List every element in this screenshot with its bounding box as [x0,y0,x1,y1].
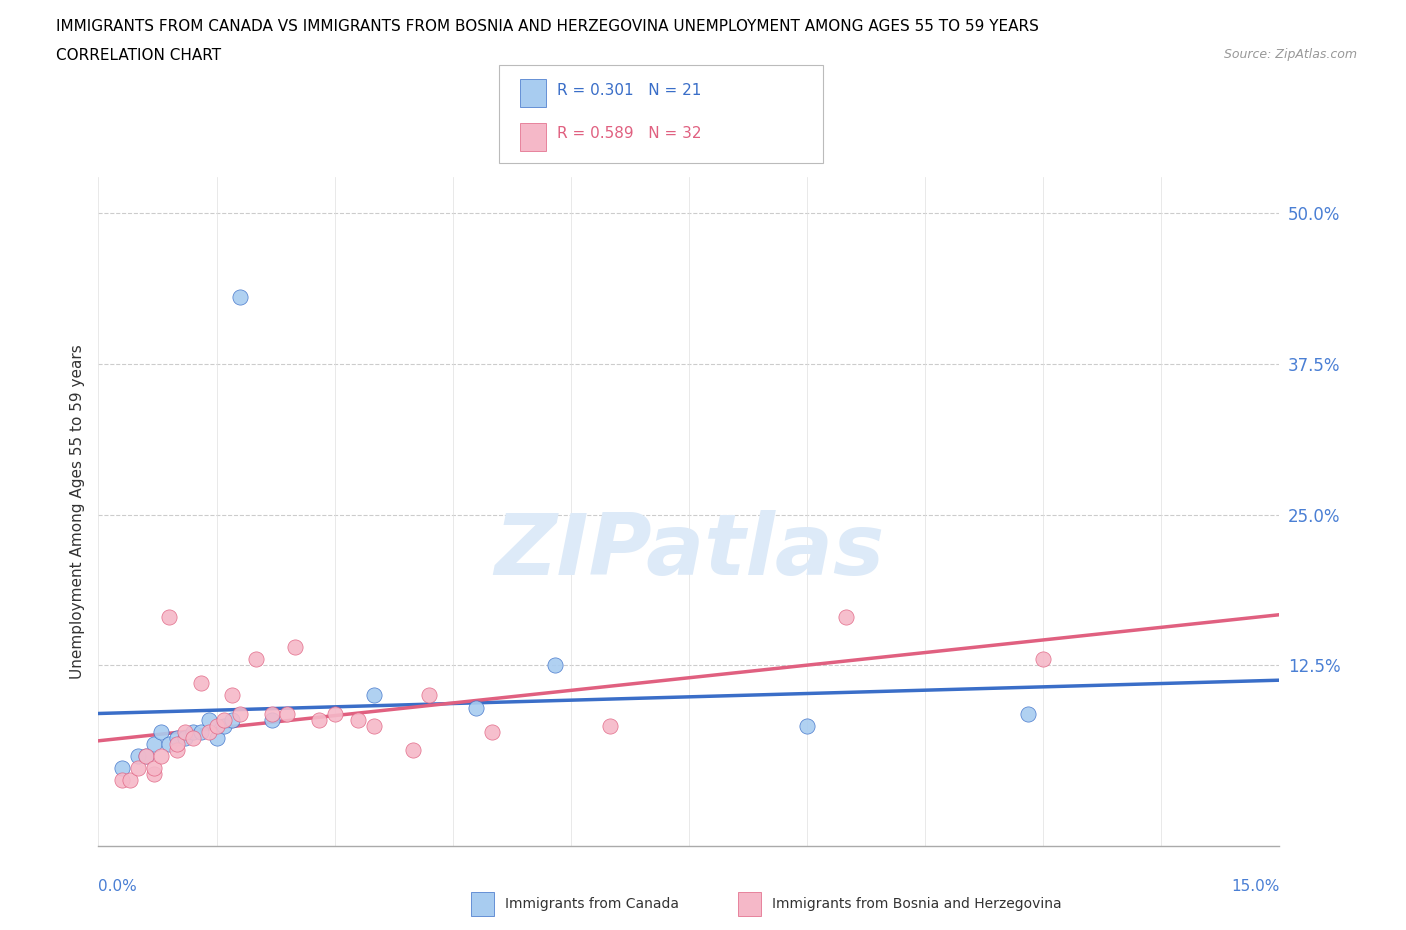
Text: CORRELATION CHART: CORRELATION CHART [56,48,221,63]
Point [418,688,440,703]
Point [127,761,149,776]
Point [111,773,134,788]
Point [1017,706,1039,721]
Point [174,724,197,739]
Text: R = 0.301   N = 21: R = 0.301 N = 21 [557,83,702,98]
Point [197,712,219,727]
Point [181,724,204,739]
Point [166,737,188,751]
Point [150,724,173,739]
Point [308,712,330,727]
Text: R = 0.589   N = 32: R = 0.589 N = 32 [557,126,702,141]
Point [142,737,165,751]
Point [214,718,236,733]
Point [135,749,157,764]
Point [190,676,212,691]
Point [197,724,219,739]
Point [157,610,180,625]
Point [363,718,385,733]
Point [135,749,157,764]
Text: ZIPatlas: ZIPatlas [494,511,884,593]
Point [157,737,180,751]
Point [127,749,149,764]
Point [276,706,298,721]
Point [260,706,283,721]
Point [284,640,307,655]
Point [363,688,385,703]
Point [1032,652,1054,667]
Y-axis label: Unemployment Among Ages 55 to 59 years: Unemployment Among Ages 55 to 59 years [69,344,84,679]
Point [245,652,267,667]
Point [796,718,818,733]
Point [166,730,188,745]
Point [221,712,243,727]
Point [166,742,188,757]
Text: Immigrants from Bosnia and Herzegovina: Immigrants from Bosnia and Herzegovina [772,897,1062,911]
Point [111,761,134,776]
Point [221,688,243,703]
Point [205,730,228,745]
Text: 15.0%: 15.0% [1232,879,1279,894]
Point [229,290,252,305]
Point [214,712,236,727]
Point [599,718,621,733]
Point [835,610,858,625]
Point [118,773,141,788]
Point [174,730,197,745]
Point [323,706,346,721]
Point [205,718,228,733]
Text: IMMIGRANTS FROM CANADA VS IMMIGRANTS FROM BOSNIA AND HERZEGOVINA UNEMPLOYMENT AM: IMMIGRANTS FROM CANADA VS IMMIGRANTS FRO… [56,19,1039,33]
Point [190,724,212,739]
Point [347,712,370,727]
Point [402,742,425,757]
Point [465,700,488,715]
Point [260,712,283,727]
Point [150,749,173,764]
Point [481,724,503,739]
Text: 0.0%: 0.0% [98,879,138,894]
Point [142,761,165,776]
Point [181,730,204,745]
Point [544,658,567,672]
Point [229,706,252,721]
Point [142,766,165,781]
Text: Immigrants from Canada: Immigrants from Canada [505,897,679,911]
Text: Source: ZipAtlas.com: Source: ZipAtlas.com [1223,48,1357,61]
